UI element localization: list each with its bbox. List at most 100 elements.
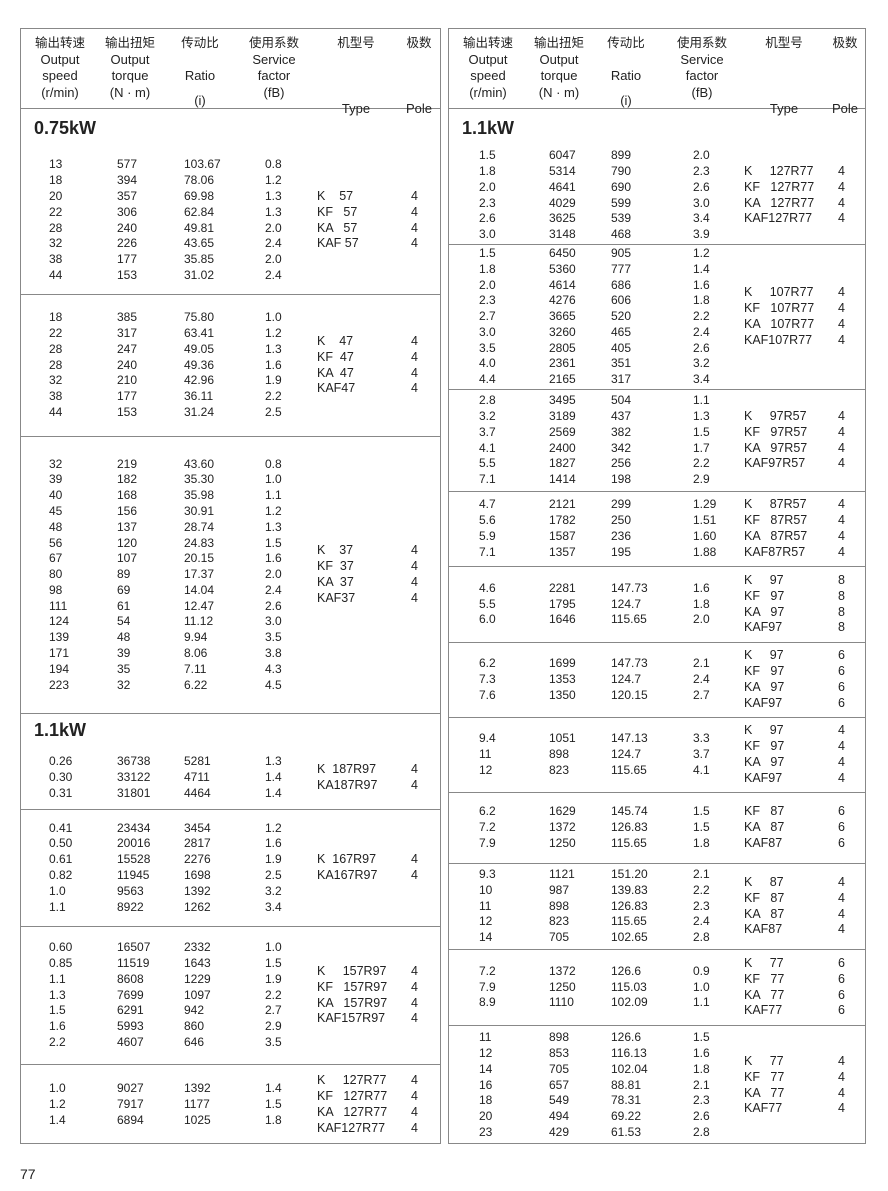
pole-value: 6 [838,804,845,819]
type-row: KA 87 4 [744,907,864,923]
output-speed-cell: 18 [49,173,63,188]
pole-value: 4 [411,1120,418,1135]
output-speed-cell: 4.7 [479,497,496,512]
output-torque-cell: 705 [549,930,570,945]
pole-value: 4 [411,868,418,882]
output-speed-cell: 44 [49,404,63,419]
type-row: KAF77 6 [744,1003,864,1019]
type-row: KF 127R77 4 [744,180,864,196]
ratio-cell: 7.11 [184,661,207,676]
output-torque-cell: 8608 [117,971,144,986]
service-factor-cell: 2.2 [693,456,710,471]
service-factor-cell: 2.2 [265,389,282,404]
service-factor-cell: 4.3 [265,661,282,676]
output-torque-cell: 3665 [549,309,576,324]
type-label: KA 77 [744,987,785,1002]
header-en-label: Output [539,51,579,67]
header-cell: 机型号 Type [741,35,827,118]
type-row: KA187R97 4 [317,778,437,794]
output-torque-cell: 6047 [549,148,576,163]
header-en-label: Output [468,51,508,67]
service-factor-cell: 2.5 [265,404,282,419]
ratio-cell: 43.65 [184,236,215,251]
pole-value: 4 [411,559,418,574]
pole-value: 6 [838,971,845,986]
type-label: KA 107R77 [744,317,815,331]
output-torque-cell: 4607 [117,1034,144,1049]
output-torque-cell: 89 [117,567,131,582]
pole-value: 4 [838,874,845,889]
table-row: 28 240 49.36 1.6 [21,358,440,374]
ratio-cell: 36.11 [184,389,214,404]
type-label: KF 87R57 [744,513,808,528]
table-row: 3.7 2569 382 1.5 [449,425,865,441]
ratio-cell: 599 [611,195,632,210]
output-speed-cell: 6.0 [479,612,496,627]
table-row: 40 168 35.98 1.1 [21,488,440,504]
output-torque-cell: 226 [117,236,138,251]
ratio-cell: 115.65 [611,612,647,627]
output-speed-cell: 23 [479,1124,493,1139]
pole-value: 4 [411,762,418,777]
service-factor-cell: 1.5 [265,1097,282,1112]
table-header: 输出转速 Output speed (r/min) 输出扭矩 Output torque (N… [21,29,440,116]
output-speed-cell: 22 [49,326,63,340]
ratio-cell: 145.74 [611,804,648,819]
type-row: KAF47 4 [317,381,437,397]
header-en-label: torque [540,68,578,83]
gearbox-group: 32 219 43.60 0.8 39 182 35.30 1.0 40 168 35.98 1.1 4… [21,437,440,714]
header-en-label: Type [769,101,799,116]
gearbox-group: 1.5 6047 899 2.0 1.8 5314 790 2.3 2.0 4641 690 2.6 2… [449,147,865,245]
ratio-cell: 198 [611,472,632,487]
output-torque-cell: 1250 [549,835,576,850]
pole-value: 4 [411,1089,418,1104]
table-row: 223 32 6.22 4.5 [21,678,440,694]
header-cn-label: 输出扭矩 [533,35,584,50]
type-row: K 187R97 4 [317,762,437,778]
output-torque-cell: 61 [117,598,131,613]
table-row: 5.6 1782 250 1.51 [449,513,865,529]
output-speed-cell: 13 [49,157,63,172]
service-factor-cell: 1.6 [265,357,282,372]
output-torque-cell: 429 [549,1124,570,1139]
output-speed-cell: 3.5 [479,340,496,355]
table-row: 12 823 115.65 2.4 [449,914,865,930]
table-row: 0.60 16507 2332 1.0 [21,940,440,956]
type-label: KF 127R77 [317,1089,388,1104]
group-rows: 1.5 6450 905 1.2 1.8 5360 777 1.4 2.0 4614 686 1.6 2… [449,246,865,388]
output-speed-cell: 2.7 [479,309,496,324]
type-row: K 57 4 [317,189,437,205]
type-row: KA 37 4 [317,575,437,591]
ratio-cell: 147.73 [611,580,648,595]
output-torque-cell: 23434 [117,820,151,835]
gearbox-group: 0.41 23434 3454 1.2 0.50 20016 2817 1.6 0.61 1552… [21,810,440,927]
service-factor-cell: 1.4 [265,1081,282,1096]
type-label: KA187R97 [317,778,378,792]
type-row: KAF157R97 4 [317,1011,437,1027]
header-en-label: Ratio [610,68,642,83]
service-factor-cell: 3.0 [265,614,282,629]
type-label: K 97 [744,648,784,663]
output-torque-cell: 705 [549,1061,570,1076]
output-torque-cell: 549 [549,1093,570,1108]
service-factor-cell: 2.0 [265,252,282,267]
type-row: K 97 6 [744,648,864,664]
pole-value: 4 [838,770,845,785]
table-row: 80 89 17.37 2.0 [21,567,440,583]
type-row: K 107R77 4 [744,285,864,301]
ratio-cell: 1643 [184,956,211,970]
ratio-cell: 115.65 [611,835,647,850]
type-row: KAF87 6 [744,836,864,852]
spacer [169,52,231,69]
ratio-cell: 4464 [184,785,211,800]
gearbox-group: 4.6 2281 147.73 1.6 5.5 1795 124.7 1.8 6.0 1646 11… [449,567,865,643]
output-torque-cell: 2400 [549,440,576,455]
spacer [169,85,231,93]
output-speed-cell: 124 [49,614,70,629]
table-row: 1.8 5360 777 1.4 [449,262,865,278]
pole-value: 4 [411,349,418,364]
pole-value: 4 [838,179,845,194]
service-factor-cell: 3.3 [693,731,710,746]
pole-value: 4 [838,890,845,905]
type-row: KA 107R77 4 [744,317,864,333]
